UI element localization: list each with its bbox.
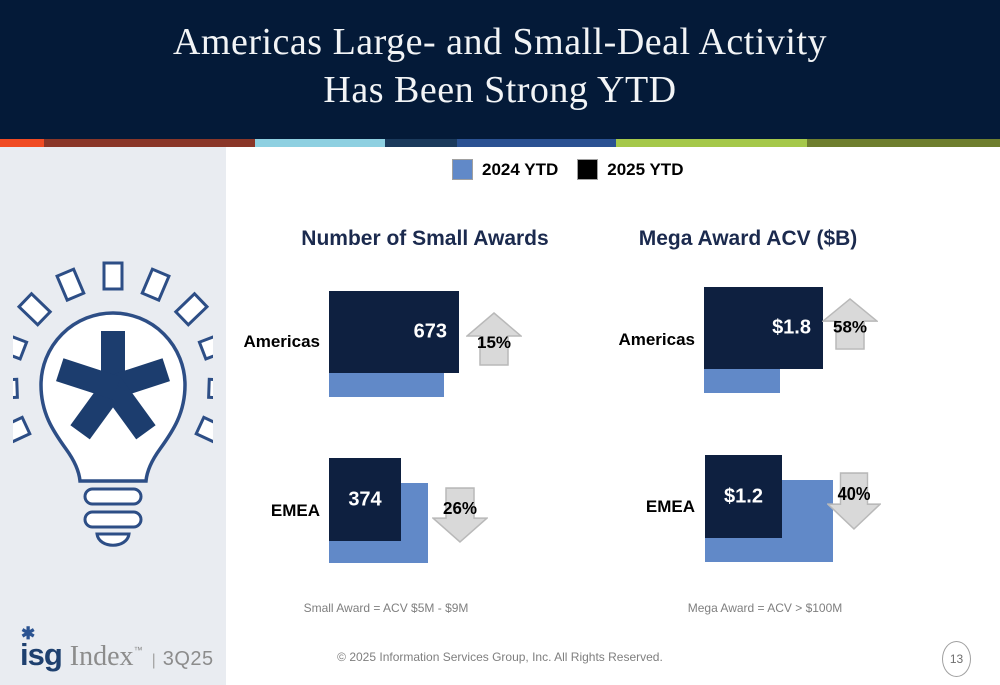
bulb-base bbox=[83, 487, 143, 547]
svg-text:26%: 26% bbox=[443, 498, 477, 518]
copyright-text: © 2025 Information Services Group, Inc. … bbox=[337, 650, 663, 664]
isg-logo: ✱ isg Index ™ | 3Q25 bbox=[20, 624, 214, 673]
chart-title-small-awards: Number of Small Awards bbox=[301, 227, 549, 250]
bar-2025-americas: $1.8 bbox=[704, 287, 823, 369]
color-stripe bbox=[0, 139, 1000, 147]
category-label: Americas bbox=[618, 330, 695, 349]
stripe-segment bbox=[616, 139, 807, 147]
logo-separator: | bbox=[151, 652, 156, 669]
page-title-line2: Has Been Strong YTD bbox=[323, 69, 677, 111]
arrow-down-icon: 40% bbox=[826, 472, 882, 535]
asterisk-icon bbox=[56, 331, 170, 440]
bar-2025-emea: 374 bbox=[329, 458, 401, 541]
bar-2025-emea: $1.2 bbox=[705, 455, 782, 538]
page-title: Americas Large- and Small-Deal Activity … bbox=[0, 0, 1000, 114]
category-label: EMEA bbox=[270, 501, 320, 520]
bar-value-label: 374 bbox=[348, 488, 382, 510]
legend-swatch-icon bbox=[577, 159, 599, 180]
bar-2025-americas: 673 bbox=[329, 291, 459, 373]
legend-swatch-icon bbox=[452, 159, 473, 180]
isg-asterisk-icon: ✱ bbox=[21, 624, 36, 643]
stripe-segment bbox=[44, 139, 255, 147]
page-number-badge: 13 bbox=[942, 641, 971, 677]
category-label: Americas bbox=[243, 332, 320, 351]
stripe-segment bbox=[807, 139, 1000, 147]
trademark-symbol: ™ bbox=[133, 645, 143, 655]
bar-value-label: $1.2 bbox=[724, 485, 763, 507]
legend-item: 2024 YTD bbox=[452, 159, 558, 180]
arrow-up-icon: 15% bbox=[464, 312, 524, 371]
chart-title-mega-acv: Mega Award ACV ($B) bbox=[638, 227, 858, 250]
bar-value-label: 673 bbox=[413, 320, 447, 343]
svg-text:58%: 58% bbox=[833, 318, 867, 337]
caption-mega-award-definition: Mega Award = ACV > $100M bbox=[687, 601, 843, 615]
legend-label: 2024 YTD bbox=[482, 159, 559, 179]
category-label: EMEA bbox=[645, 497, 695, 516]
chart-legend: 2024 YTD 2025 YTD bbox=[452, 159, 683, 180]
caption-small-award-definition: Small Award = ACV $5M - $9M bbox=[303, 601, 469, 615]
svg-text:15%: 15% bbox=[477, 333, 511, 352]
lightbulb-icon bbox=[0, 255, 237, 555]
stripe-segment bbox=[0, 139, 44, 147]
arrow-down-icon: 26% bbox=[430, 487, 490, 548]
svg-text:40%: 40% bbox=[838, 483, 871, 504]
page-number: 13 bbox=[949, 652, 964, 666]
stripe-segment bbox=[385, 139, 457, 147]
bar-value-label: $1.8 bbox=[772, 316, 811, 339]
logo-product-name: Index bbox=[69, 641, 134, 672]
page-title-line1: Americas Large- and Small-Deal Activity bbox=[172, 21, 828, 63]
stripe-segment bbox=[457, 139, 616, 147]
stripe-segment bbox=[255, 139, 385, 147]
slide-header: Americas Large- and Small-Deal Activity … bbox=[0, 0, 1000, 139]
sidebar: ✱ isg Index ™ | 3Q25 bbox=[0, 147, 237, 685]
logo-edition: 3Q25 bbox=[162, 648, 214, 670]
logo-wordmark: isg bbox=[20, 637, 63, 672]
legend-item: 2025 YTD bbox=[577, 159, 683, 180]
legend-label: 2025 YTD bbox=[607, 159, 684, 179]
arrow-up-icon: 58% bbox=[820, 298, 880, 355]
